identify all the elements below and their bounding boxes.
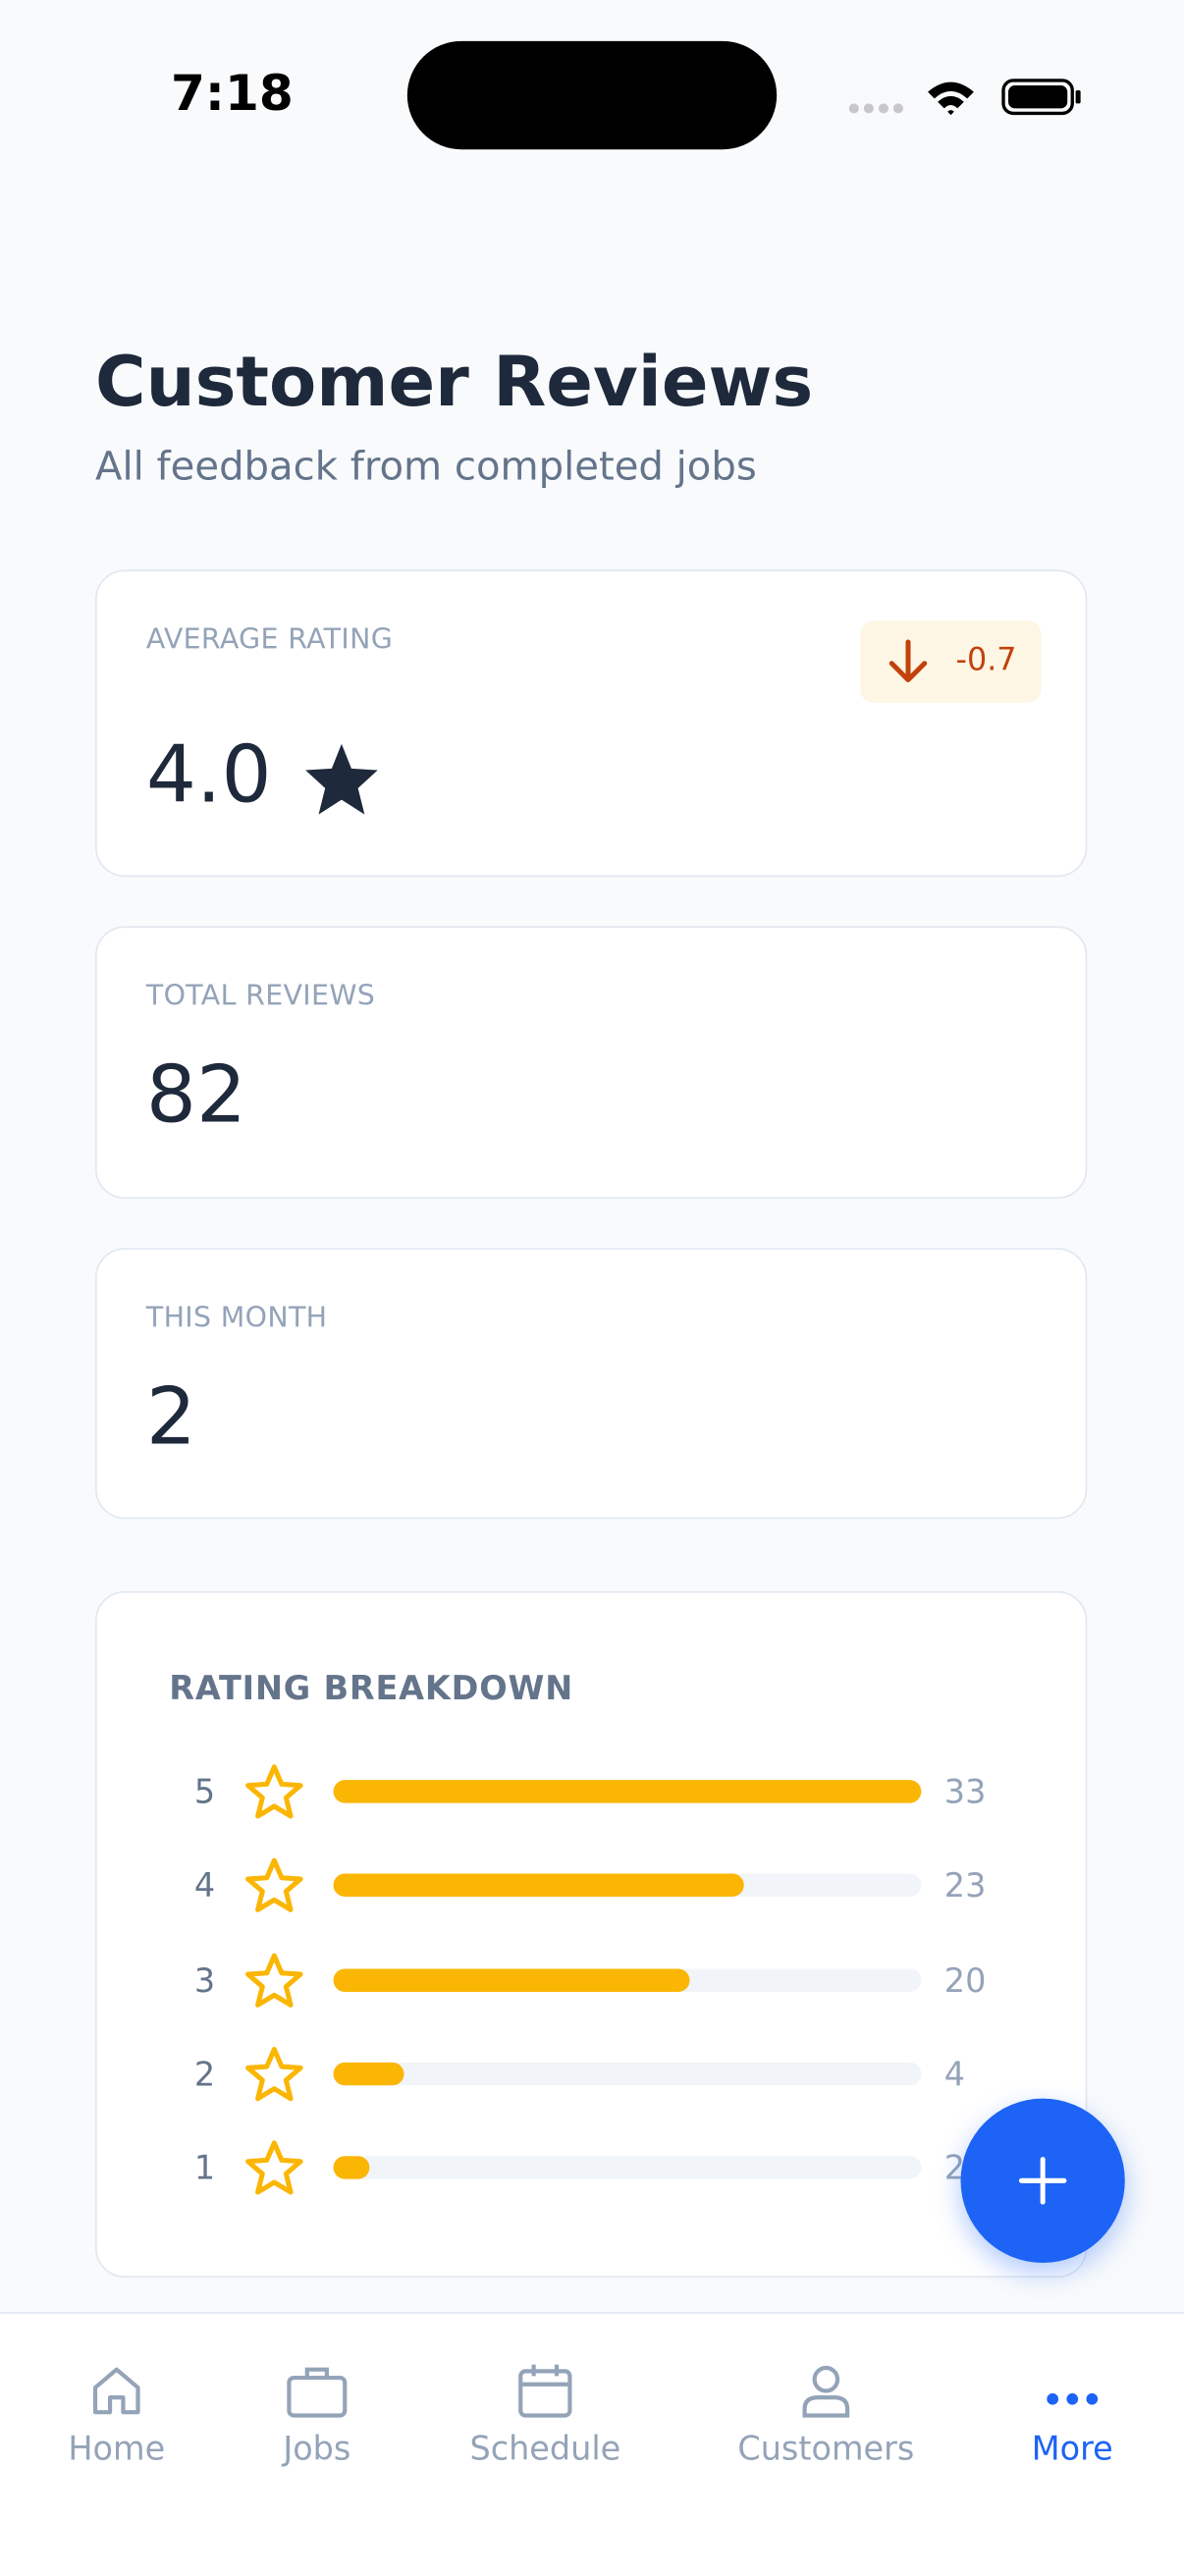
- page-title: Customer Reviews: [95, 341, 814, 422]
- card-label: THIS MONTH: [145, 1302, 328, 1335]
- status-icons: [848, 79, 1081, 116]
- bar-track: [333, 1874, 922, 1898]
- bar: [333, 2156, 369, 2179]
- down-arrow-icon: [888, 639, 928, 682]
- card-value: 2: [145, 1370, 196, 1464]
- add-button[interactable]: [960, 2098, 1125, 2263]
- page-subtitle: All feedback from completed jobs: [95, 443, 757, 490]
- rating-row: 5 33: [97, 1764, 1089, 1819]
- bottom-nav: Home Jobs Schedule Customers More: [0, 2312, 1184, 2576]
- bar-track: [333, 2062, 922, 2086]
- delta-value: -0.7: [955, 642, 1017, 678]
- calendar-icon: [518, 2364, 572, 2418]
- rating-row: 4 23: [97, 1858, 1089, 1913]
- bar-track: [333, 1780, 922, 1803]
- star-outline-icon: [245, 1764, 303, 1819]
- count-label: 20: [943, 1959, 987, 2000]
- count-label: 4: [943, 2054, 966, 2094]
- star-holder: [244, 1950, 303, 2015]
- star-outline-icon: [245, 2140, 303, 2195]
- card-label: AVERAGE RATING: [145, 623, 394, 658]
- star-label: 1: [193, 2148, 216, 2188]
- count-label: 33: [943, 1771, 987, 1811]
- card-value: 82: [145, 1048, 247, 1142]
- count-label: 23: [943, 1865, 987, 1905]
- bar-track: [333, 2156, 922, 2179]
- nav-jobs[interactable]: Jobs: [202, 2363, 432, 2468]
- nav-schedule[interactable]: Schedule: [430, 2363, 660, 2468]
- star-label: 4: [193, 1865, 216, 1905]
- delta-badge: -0.7: [860, 620, 1042, 703]
- home-icon: [92, 2367, 140, 2415]
- nav-label: Schedule: [469, 2428, 621, 2469]
- dynamic-island: [406, 40, 778, 150]
- plus-icon: [1018, 2157, 1067, 2205]
- star-holder: [244, 1856, 303, 1922]
- star-outline-icon: [245, 1858, 303, 1913]
- nav-label: More: [1031, 2428, 1113, 2469]
- star-holder: [244, 1762, 303, 1828]
- more-icon: [1047, 2392, 1099, 2405]
- total-reviews-card: TOTAL REVIEWS 82: [95, 926, 1088, 1200]
- nav-home[interactable]: Home: [2, 2363, 232, 2468]
- jobs-icon: [287, 2367, 348, 2418]
- rating-breakdown-card: RATING BREAKDOWN 5 33 4 23 3 20 2 4 1 2: [95, 1590, 1089, 2279]
- star-icon: [305, 743, 378, 815]
- card-value: 4.0: [145, 728, 272, 822]
- average-rating-card: AVERAGE RATING -0.7 4.0: [95, 569, 1088, 878]
- nav-customers[interactable]: Customers: [695, 2363, 958, 2468]
- rating-row: 3 20: [97, 1952, 1089, 2008]
- star-label: 5: [193, 1771, 216, 1811]
- nav-label: Jobs: [283, 2428, 351, 2469]
- bar: [333, 2062, 405, 2086]
- person-icon: [802, 2365, 850, 2418]
- card-label: TOTAL REVIEWS: [145, 980, 376, 1014]
- bar-track: [333, 1967, 922, 1992]
- nav-label: Customers: [737, 2428, 915, 2469]
- bar: [333, 1874, 743, 1898]
- this-month-card: THIS MONTH 2: [95, 1248, 1088, 1520]
- status-time: 7:18: [170, 65, 294, 124]
- star-label: 2: [193, 2054, 216, 2094]
- nav-label: Home: [68, 2428, 166, 2469]
- star-label: 3: [193, 1959, 216, 2000]
- section-title: RATING BREAKDOWN: [169, 1668, 574, 1708]
- star-holder: [244, 2138, 303, 2204]
- nav-more[interactable]: More: [957, 2363, 1184, 2468]
- star-holder: [244, 2044, 303, 2110]
- star-outline-icon: [245, 1952, 303, 2008]
- bar: [333, 1780, 922, 1803]
- count-label: 2: [943, 2148, 966, 2188]
- bar: [333, 1967, 690, 1992]
- star-outline-icon: [245, 2046, 303, 2102]
